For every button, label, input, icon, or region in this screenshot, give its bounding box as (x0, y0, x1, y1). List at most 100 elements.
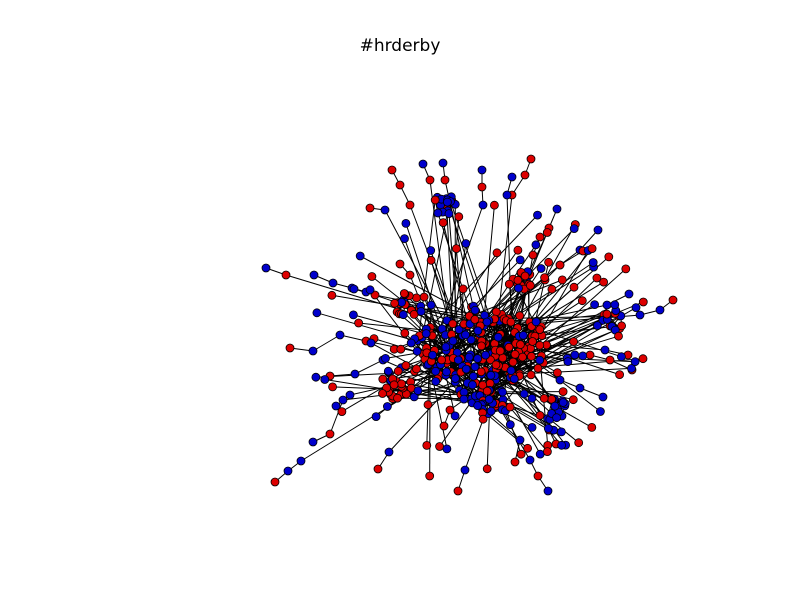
graph-node-blue (635, 310, 645, 320)
graph-node-blue (459, 394, 469, 404)
graph-node-blue (308, 437, 318, 447)
graph-node-blue (466, 335, 476, 345)
graph-node-blue (348, 310, 358, 320)
graph-node-red (510, 457, 520, 467)
graph-node-blue (470, 305, 480, 315)
graph-node-red (516, 449, 526, 459)
graph-node-blue (416, 306, 426, 316)
graph-node-blue (380, 205, 390, 215)
graph-node-blue (484, 394, 494, 404)
graph-node-blue (578, 351, 588, 361)
graph-node-red (389, 380, 399, 390)
graph-node-red (504, 342, 514, 352)
graph-node-red (476, 367, 486, 377)
graph-node-blue (535, 355, 545, 365)
graph-node-red (422, 440, 432, 450)
graph-node-red (539, 393, 549, 403)
graph-node-blue (593, 321, 602, 331)
graph-node-red (495, 346, 505, 356)
graph-node-red (535, 232, 545, 242)
graph-node-red (508, 357, 518, 367)
graph-node-red (482, 464, 492, 474)
graph-node-red (477, 182, 487, 192)
graph-node-blue (398, 310, 408, 320)
graph-node-red (437, 355, 447, 365)
graph-node-red (569, 337, 578, 347)
graph-node-blue (527, 393, 537, 403)
graph-node-blue (477, 165, 487, 175)
graph-nodes (261, 154, 678, 496)
graph-node-blue (401, 218, 411, 228)
graph-edge (339, 334, 367, 342)
graph-node-red (491, 307, 501, 317)
graph-node-blue (412, 346, 422, 356)
graph-node-red (604, 252, 614, 262)
graph-node-red (378, 374, 388, 384)
graph-node-blue (473, 354, 483, 364)
graph-edge (512, 380, 549, 429)
graph-node-blue (335, 330, 345, 340)
graph-node-blue (598, 392, 608, 402)
graph-node-red (638, 354, 648, 364)
graph-node-blue (320, 375, 330, 384)
graph-node-blue (593, 225, 603, 235)
graph-node-red (399, 289, 409, 298)
graph-edge (353, 314, 424, 335)
graph-node-blue (557, 427, 566, 437)
graph-node-blue (531, 317, 541, 327)
graph-node-blue (486, 370, 496, 380)
graph-node-red (438, 218, 448, 228)
graph-node-blue (426, 300, 436, 310)
graph-node-red (378, 389, 387, 398)
graph-node-blue (468, 380, 477, 390)
graph-node-blue (468, 371, 478, 381)
graph-node-blue (558, 398, 568, 407)
graph-node-blue (630, 357, 640, 367)
graph-node-red (354, 318, 364, 328)
graph-node-red (615, 370, 624, 380)
graph-node-blue (309, 270, 319, 280)
graph-node-blue (345, 390, 355, 400)
graph-node-blue (365, 285, 375, 295)
graph-node-red (587, 422, 597, 432)
graph-node-blue (655, 305, 665, 315)
graph-node-red (668, 295, 678, 305)
graph-node-red (425, 175, 435, 185)
graph-node-red (395, 180, 405, 190)
graph-node-blue (515, 435, 525, 445)
graph-node-red (419, 292, 429, 302)
graph-node-blue (570, 350, 580, 360)
graph-edge (332, 386, 462, 393)
graph-node-red (535, 325, 545, 335)
graph-node-blue (442, 444, 452, 454)
graph-node-red (599, 277, 608, 287)
graph-node-blue (588, 258, 598, 267)
graph-node-blue (596, 407, 605, 416)
graph-node-red (285, 343, 295, 353)
graph-node-red (506, 317, 516, 327)
graph-node-red (505, 402, 515, 412)
graph-node-blue (331, 401, 341, 411)
graph-node-red (396, 344, 406, 354)
graph-node-red (638, 297, 648, 307)
graph-node-blue (502, 190, 512, 200)
graph-node-blue (444, 209, 454, 219)
graph-node-blue (283, 466, 293, 476)
graph-node-blue (308, 346, 318, 356)
graph-node-red (515, 311, 525, 321)
graph-node-red (533, 363, 543, 373)
graph-node-blue (478, 200, 488, 210)
graph-node-blue (441, 342, 451, 352)
graph-node-red (592, 273, 602, 283)
graph-node-blue (602, 300, 612, 310)
graph-node-blue (470, 362, 480, 372)
graph-node-red (453, 486, 463, 496)
graph-node-blue (349, 284, 359, 294)
graph-node-blue (450, 411, 460, 421)
graph-node-red (405, 270, 415, 280)
graph-node-blue (383, 366, 393, 376)
graph-node-blue (533, 210, 542, 220)
graph-node-blue (569, 224, 579, 234)
graph-node-blue (552, 413, 561, 423)
graph-node-red (518, 352, 527, 362)
